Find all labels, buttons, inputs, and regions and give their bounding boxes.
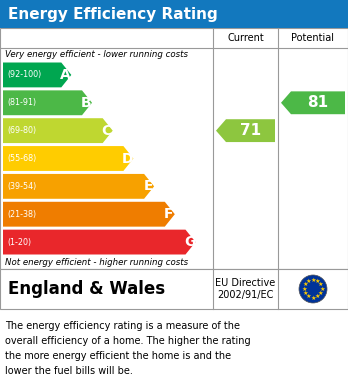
Polygon shape [3,146,133,171]
Text: F: F [164,207,174,221]
Text: (1-20): (1-20) [7,238,31,247]
Text: ★: ★ [301,287,307,292]
Text: ★: ★ [319,287,325,292]
Text: ★: ★ [315,279,320,284]
Text: E: E [143,179,153,194]
Text: EU Directive
2002/91/EC: EU Directive 2002/91/EC [215,278,276,300]
Text: ★: ★ [302,282,308,287]
Polygon shape [3,174,154,199]
Text: (39-54): (39-54) [7,182,36,191]
Polygon shape [3,90,92,115]
Text: ★: ★ [318,282,324,287]
Text: Current: Current [227,33,264,43]
Text: ★: ★ [310,296,316,301]
Text: A: A [60,68,71,82]
Text: The energy efficiency rating is a measure of the
overall efficiency of a home. T: The energy efficiency rating is a measur… [5,321,251,376]
Text: 71: 71 [240,123,261,138]
Polygon shape [281,91,345,114]
Bar [0,28,348,269]
Polygon shape [3,230,196,255]
Text: Very energy efficient - lower running costs: Very energy efficient - lower running co… [5,50,188,59]
Polygon shape [3,202,175,227]
Text: C: C [102,124,112,138]
Text: ★: ★ [306,279,311,284]
Text: ★: ★ [315,294,320,299]
Polygon shape [216,119,275,142]
Text: (69-80): (69-80) [7,126,36,135]
Text: ★: ★ [310,278,316,283]
Polygon shape [3,118,113,143]
Text: (21-38): (21-38) [7,210,36,219]
Bar [0,0,348,28]
Text: Energy Efficiency Rating: Energy Efficiency Rating [8,7,218,22]
Text: England & Wales: England & Wales [8,280,165,298]
Text: ★: ★ [302,291,308,296]
Circle shape [299,275,327,303]
Text: (92-100): (92-100) [7,70,41,79]
Polygon shape [3,63,71,87]
Text: ★: ★ [318,291,324,296]
Text: ★: ★ [306,294,311,299]
Bar [0,269,348,309]
Text: G: G [184,235,195,249]
Text: Potential: Potential [292,33,334,43]
Text: (81-91): (81-91) [7,98,36,107]
Text: D: D [122,151,133,165]
Text: B: B [81,96,91,110]
Text: Not energy efficient - higher running costs: Not energy efficient - higher running co… [5,258,188,267]
Text: (55-68): (55-68) [7,154,36,163]
Text: 81: 81 [307,95,329,110]
